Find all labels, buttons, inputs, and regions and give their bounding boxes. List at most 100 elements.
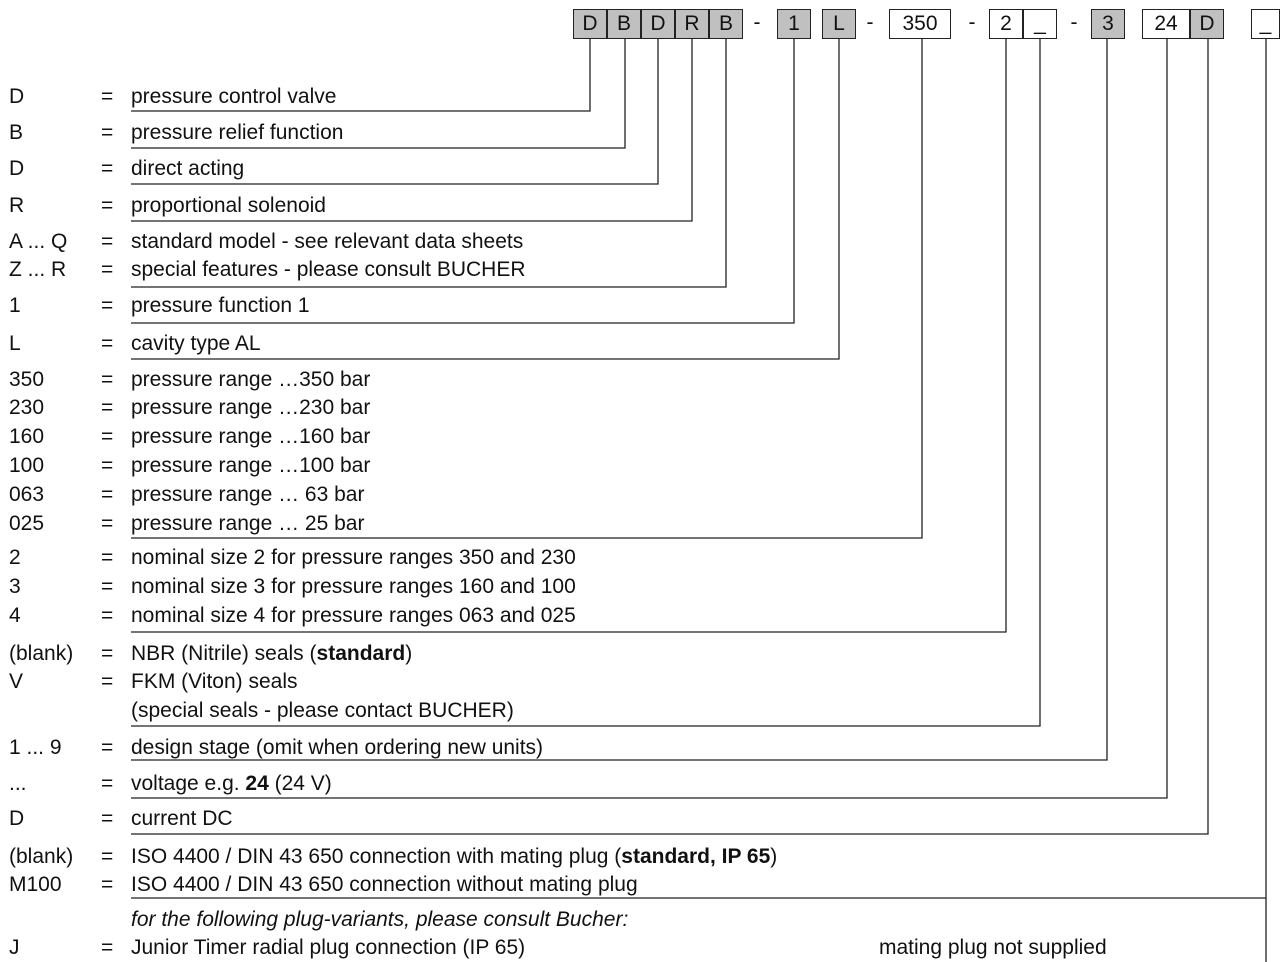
row-description: direct acting (131, 157, 245, 180)
code-box-1: D (573, 9, 607, 39)
row-code: 100 (9, 454, 45, 477)
row-equals: = (101, 736, 114, 759)
row-code: M100 (9, 873, 62, 896)
code-box-7: L (822, 9, 856, 39)
row-equals: = (101, 483, 114, 506)
row-code: 063 (9, 483, 45, 506)
code-box-2: B (607, 9, 641, 39)
row-equals: = (101, 157, 114, 180)
row-description: design stage (omit when ordering new uni… (131, 736, 544, 759)
leader-line-2 (131, 39, 626, 149)
row-equals: = (101, 121, 114, 144)
row-description: ISO 4400 / DIN 43 650 connection with ma… (131, 845, 778, 868)
row-equals: = (101, 670, 114, 693)
code-box-14: _ (1251, 9, 1280, 39)
leader-line-11 (131, 39, 1108, 761)
row-equals: = (101, 772, 114, 795)
row-description: special features - please consult BUCHER (131, 258, 526, 281)
row-equals: = (101, 332, 114, 355)
leader-line-9 (131, 39, 1007, 633)
row-equals: = (101, 85, 114, 108)
row-equals: = (101, 936, 114, 959)
row-description: pressure function 1 (131, 294, 310, 317)
row-description: pressure range …160 bar (131, 425, 371, 448)
row-equals: = (101, 604, 114, 627)
row-equals: = (101, 194, 114, 217)
row-equals: = (101, 258, 114, 281)
code-box-13: D (1190, 9, 1224, 39)
row-equals: = (101, 642, 114, 665)
leader-line-4 (131, 39, 693, 222)
row-description: nominal size 3 for pressure ranges 160 a… (131, 575, 576, 598)
code-separator-4: - (1070, 11, 1078, 34)
row-equals: = (101, 546, 114, 569)
row-description: cavity type AL (131, 332, 261, 355)
row-description: FKM (Viton) seals (131, 670, 298, 693)
code-separator-2: - (866, 11, 874, 34)
row-description: standard model - see relevant data sheet… (131, 230, 524, 253)
row-equals: = (101, 230, 114, 253)
row-code: V (9, 670, 24, 693)
row-equals: = (101, 873, 114, 896)
row-description: pressure range …100 bar (131, 454, 371, 477)
plug-variants-note: for the following plug-variants, please … (131, 908, 629, 931)
row-description: nominal size 4 for pressure ranges 063 a… (131, 604, 576, 627)
leader-line-5 (131, 39, 727, 288)
code-box-10: _ (1023, 9, 1057, 39)
row-description: pressure range … 25 bar (131, 512, 365, 535)
row-equals: = (101, 294, 114, 317)
row-description: Junior Timer radial plug connection (IP … (131, 936, 526, 959)
row-code: 350 (9, 368, 45, 391)
leader-line-7 (131, 39, 840, 360)
row-code: A ... Q (9, 230, 68, 253)
row-description: proportional solenoid (131, 194, 326, 217)
code-box-3: D (641, 9, 675, 39)
leader-line-6 (131, 39, 795, 324)
row-equals: = (101, 368, 114, 391)
row-code: D (9, 807, 25, 830)
leader-line-10 (131, 39, 1041, 727)
row-code: 025 (9, 512, 45, 535)
row-code: D (9, 85, 25, 108)
row-description: (special seals - please contact BUCHER) (131, 699, 514, 722)
code-separator-3: - (968, 11, 976, 34)
row-equals: = (101, 512, 114, 535)
row-equals: = (101, 807, 114, 830)
code-box-11: 3 (1091, 9, 1125, 39)
code-box-9: 2 (989, 9, 1023, 39)
row-code: 1 (9, 294, 21, 317)
row-description: pressure range …350 bar (131, 368, 371, 391)
row-code: 4 (9, 604, 21, 627)
row-description: current DC (131, 807, 233, 830)
row-code: J (9, 936, 20, 959)
row-description: nominal size 2 for pressure ranges 350 a… (131, 546, 576, 569)
code-box-5: B (709, 9, 743, 39)
leader-line-3 (131, 39, 659, 185)
leader-line-12 (131, 39, 1168, 799)
code-separator-1: - (753, 11, 761, 34)
row-code: 3 (9, 575, 21, 598)
row-code: (blank) (9, 642, 74, 665)
code-box-12: 24 (1142, 9, 1190, 39)
row-code: B (9, 121, 24, 144)
row-equals: = (101, 575, 114, 598)
row-code: 230 (9, 396, 45, 419)
row-code: R (9, 194, 25, 217)
row-equals: = (101, 845, 114, 868)
row-description: pressure control valve (131, 85, 337, 108)
row-code: 1 ... 9 (9, 736, 62, 759)
row-code: (blank) (9, 845, 74, 868)
leader-line-13 (131, 39, 1209, 835)
code-box-4: R (675, 9, 709, 39)
row-code: Z ... R (9, 258, 67, 281)
row-code: 160 (9, 425, 45, 448)
row-description: pressure relief function (131, 121, 344, 144)
row-equals: = (101, 454, 114, 477)
row-description: pressure range …230 bar (131, 396, 371, 419)
row-description: voltage e.g. 24 (24 V) (131, 772, 332, 795)
code-box-6: 1 (777, 9, 811, 39)
leader-line-8 (131, 39, 923, 539)
row-equals: = (101, 425, 114, 448)
mating-plug-remark: mating plug not supplied (879, 936, 1107, 959)
